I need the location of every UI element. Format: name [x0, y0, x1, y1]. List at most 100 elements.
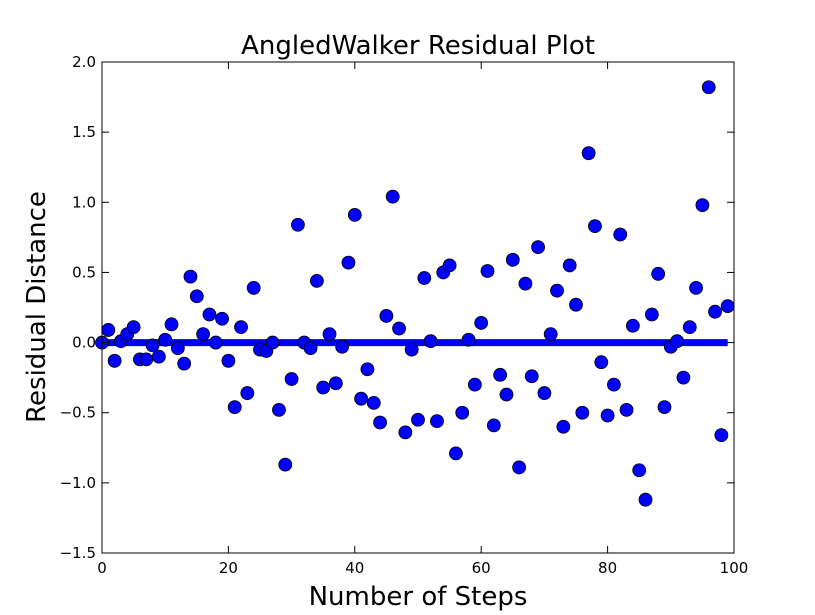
data-point — [651, 266, 666, 281]
data-point — [600, 408, 615, 423]
data-point — [461, 332, 476, 347]
data-point — [322, 327, 337, 342]
data-point — [467, 377, 482, 392]
data-point — [196, 327, 211, 342]
data-point — [234, 320, 248, 335]
data-point — [379, 309, 394, 323]
data-point — [303, 341, 318, 356]
data-point — [695, 198, 710, 212]
x-tick-label: 60 — [472, 559, 491, 577]
data-point — [638, 492, 653, 507]
data-point — [524, 369, 539, 384]
data-point — [404, 342, 419, 357]
data-point — [682, 320, 697, 335]
data-point — [594, 355, 609, 370]
y-tick-label: −1.0 — [60, 474, 96, 492]
y-tick-label: −1.5 — [60, 544, 96, 562]
y-tick-label: 1.5 — [72, 123, 96, 141]
y-tick-label: −0.5 — [60, 404, 96, 422]
data-point — [272, 403, 286, 417]
data-point — [183, 269, 198, 284]
data-point — [543, 327, 558, 342]
data-point — [442, 258, 457, 273]
data-point — [411, 412, 425, 427]
data-point — [177, 356, 192, 371]
data-point — [708, 304, 722, 319]
data-point — [158, 332, 173, 347]
data-point — [455, 405, 470, 420]
data-point — [341, 255, 356, 270]
data-point — [347, 208, 362, 222]
data-point — [480, 264, 495, 278]
data-point — [227, 400, 242, 415]
plot-area — [95, 80, 735, 507]
data-point — [366, 395, 381, 410]
data-point — [575, 405, 590, 420]
data-point — [581, 146, 596, 161]
y-tick-label: 2.0 — [72, 53, 96, 71]
data-point — [202, 307, 217, 322]
data-point — [625, 318, 640, 333]
data-point — [417, 271, 432, 285]
data-point — [126, 320, 141, 335]
data-point — [354, 391, 369, 406]
x-tick-label: 0 — [97, 559, 107, 577]
data-point — [676, 370, 691, 385]
data-point — [151, 349, 166, 364]
data-point — [531, 240, 545, 255]
data-point — [291, 217, 305, 232]
data-point — [145, 338, 160, 353]
data-point — [689, 280, 703, 295]
data-point — [720, 299, 735, 313]
data-point — [562, 258, 577, 273]
data-point — [139, 352, 154, 367]
data-point — [265, 335, 280, 350]
x-tick-label: 100 — [720, 559, 749, 577]
x-tick-label: 40 — [345, 559, 364, 577]
data-point — [189, 289, 204, 304]
data-point — [107, 353, 122, 368]
data-point — [619, 403, 634, 417]
y-tick-label: 0.0 — [72, 334, 96, 352]
data-point — [423, 334, 438, 349]
data-point — [398, 425, 413, 440]
x-axis-label: Number of Steps — [309, 582, 528, 612]
data-point — [714, 428, 729, 443]
data-point — [221, 353, 236, 368]
data-point — [430, 414, 444, 429]
y-tick-label: 0.5 — [72, 263, 96, 281]
data-point — [278, 457, 293, 472]
data-point — [588, 219, 602, 234]
data-point — [284, 372, 299, 386]
data-point — [309, 273, 324, 288]
data-point — [499, 387, 514, 402]
y-axis-label: Residual Distance — [22, 191, 52, 423]
data-point — [670, 334, 685, 349]
data-point — [550, 283, 564, 298]
data-point — [385, 189, 400, 204]
data-point — [486, 418, 501, 433]
data-point — [240, 386, 255, 400]
data-point — [701, 80, 716, 95]
y-tick-label: 1.0 — [72, 193, 96, 211]
data-point — [328, 376, 343, 391]
data-point — [215, 311, 229, 326]
data-point — [537, 386, 552, 400]
data-point — [505, 252, 520, 267]
data-point — [316, 380, 331, 395]
data-point — [170, 341, 185, 356]
data-point — [335, 339, 350, 354]
data-point — [208, 335, 223, 350]
data-point — [518, 276, 533, 291]
data-point — [569, 297, 583, 312]
data-point — [556, 419, 571, 434]
axis-ticks: 0 20 40 60 80 100 −1.5 −1.0 −0.5 0.0 0.5 1.0 1.5 2.0 — [60, 53, 749, 577]
data-point — [392, 321, 406, 336]
data-point — [607, 377, 621, 392]
x-tick-label: 80 — [598, 559, 617, 577]
chart-title: AngledWalker Residual Plot — [241, 31, 595, 61]
x-tick-label: 20 — [219, 559, 238, 577]
plot-frame — [101, 61, 735, 554]
data-point — [101, 323, 116, 337]
